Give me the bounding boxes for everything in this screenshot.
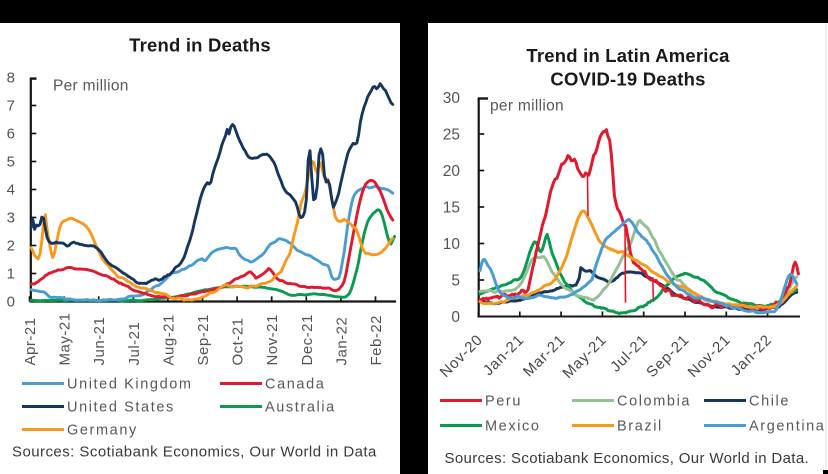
svg-text:Jul-21: Jul-21 [126,322,143,366]
svg-text:7: 7 [7,98,15,115]
svg-text:Argentina: Argentina [749,419,825,435]
svg-text:Germany: Germany [67,423,138,439]
svg-text:2: 2 [7,238,15,255]
svg-text:Australia: Australia [265,400,336,416]
svg-text:United Kingdom: United Kingdom [67,377,193,393]
svg-text:4: 4 [7,182,15,199]
svg-text:Brazil: Brazil [617,419,663,435]
svg-text:Nov-21: Nov-21 [264,314,281,365]
svg-text:Feb-22: Feb-22 [368,315,385,366]
svg-text:25: 25 [443,126,460,143]
svg-text:0: 0 [451,309,460,326]
svg-text:Trend in Latin America: Trend in Latin America [526,45,730,66]
svg-text:Apr-21: Apr-21 [22,317,39,365]
svg-text:Jan-22: Jan-22 [333,317,350,366]
svg-text:Trend in Deaths: Trend in Deaths [129,35,271,56]
svg-text:6: 6 [7,126,15,143]
svg-text:8: 8 [7,70,15,87]
svg-text:Jun-21: Jun-21 [91,317,108,366]
svg-text:Mexico: Mexico [485,419,541,435]
svg-text:Peru: Peru [485,394,522,410]
svg-text:Canada: Canada [265,377,325,393]
svg-text:1: 1 [7,266,15,283]
svg-text:3: 3 [7,210,15,227]
svg-text:Chile: Chile [749,394,790,410]
svg-text:0: 0 [7,294,15,311]
svg-text:30: 30 [443,90,461,107]
svg-text:Sources: Scotiabank Economics,: Sources: Scotiabank Economics, Our World… [12,444,377,461]
svg-text:United States: United States [67,400,175,416]
svg-text:Oct-21: Oct-21 [230,317,247,365]
svg-text:15: 15 [443,199,460,216]
svg-text:per million: per million [490,98,564,115]
svg-text:5: 5 [451,272,460,289]
svg-text:Aug-21: Aug-21 [160,314,177,365]
svg-text:Dec-21: Dec-21 [299,314,316,365]
svg-text:May-21: May-21 [57,312,74,365]
svg-text:Per million: Per million [53,78,129,95]
svg-text:Sources: Scotiabank Economics,: Sources: Scotiabank Economics, Our World… [445,450,810,467]
svg-text:10: 10 [443,236,461,253]
svg-text:Sep-21: Sep-21 [195,314,212,365]
svg-text:COVID-19 Deaths: COVID-19 Deaths [550,69,705,90]
svg-text:20: 20 [443,163,461,180]
svg-text:Colombia: Colombia [617,394,691,410]
svg-text:5: 5 [7,154,15,171]
